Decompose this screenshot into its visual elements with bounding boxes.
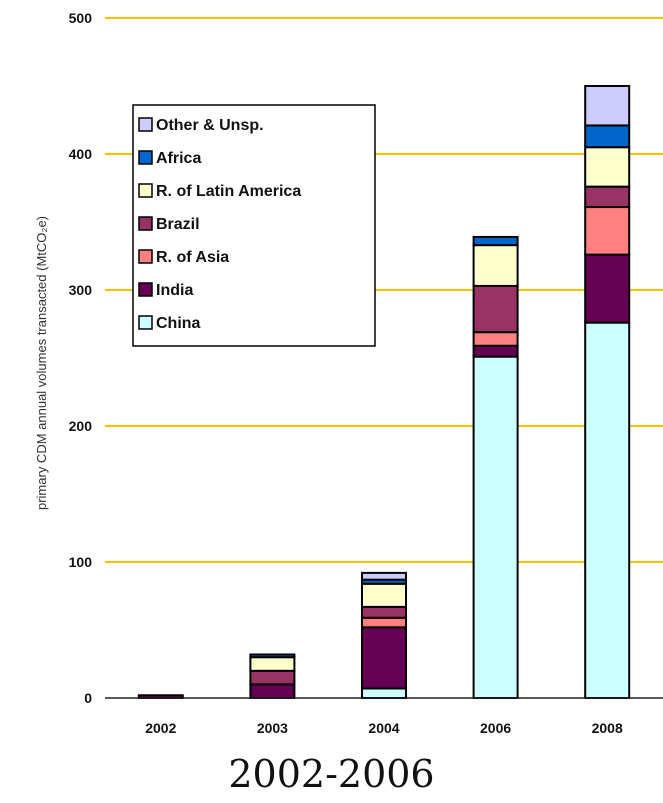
legend-swatch [138, 150, 153, 165]
legend-label: R. of Asia [156, 249, 229, 266]
legend-swatch [138, 249, 153, 264]
bar-segment [361, 616, 407, 629]
y-tick-label: 200 [69, 418, 93, 434]
bar-segment [472, 235, 519, 247]
bar-segment [249, 653, 296, 659]
y-axis: 0 100 200 300 400 500 [69, 10, 93, 706]
bar-segment [472, 344, 519, 358]
legend-label: R. of Latin America [156, 183, 301, 200]
bar-segment [361, 605, 407, 619]
x-tick-label: 2003 [257, 720, 288, 736]
legend-swatch [138, 117, 153, 132]
y-tick-label: 400 [69, 146, 93, 162]
legend-label: Brazil [156, 216, 200, 233]
bar-segment [584, 321, 631, 699]
y-axis-label: primary CDM annual volumes transacted (M… [34, 216, 49, 510]
bar-segment [584, 253, 631, 324]
bar-segment [584, 206, 631, 256]
legend-box [132, 104, 376, 347]
legend: Other & Unsp. Africa R. of Latin America Br… [132, 104, 376, 347]
chart-caption: 2002-2006 [228, 752, 435, 796]
bar-segment [472, 331, 519, 347]
bar-stack-2006 [472, 235, 519, 699]
legend-swatch [138, 315, 153, 330]
legend-label: Other & Unsp. [156, 117, 264, 134]
bar-segment [584, 146, 631, 188]
legend-swatch [138, 282, 153, 297]
bar-segment [584, 85, 631, 127]
legend-swatch [138, 183, 153, 198]
bar-stack-2008 [584, 85, 631, 699]
legend-label: Africa [156, 150, 201, 167]
x-axis: 2002 2003 2004 2006 2008 [105, 697, 663, 736]
x-tick-label: 2002 [145, 720, 176, 736]
legend-swatch [138, 216, 153, 231]
bar-segment [361, 626, 407, 690]
bar-segment [249, 656, 296, 672]
x-tick-label: 2006 [480, 720, 511, 736]
bar-segment [472, 244, 519, 287]
legend-label: India [156, 282, 193, 299]
bar-segment [361, 571, 407, 581]
bar-segment [472, 284, 519, 334]
bar-segment [472, 355, 519, 699]
bar-segment [249, 669, 296, 686]
stacked-bar-chart: 0 100 200 300 400 500 2002 2003 2004 2006 2008 pr… [34, 10, 663, 736]
y-tick-label: 300 [69, 282, 93, 298]
bar-stack-2004 [361, 571, 407, 699]
x-tick-label: 2008 [592, 720, 623, 736]
bar-segment [361, 687, 407, 699]
legend-label: China [156, 315, 201, 332]
x-tick-label: 2004 [368, 720, 399, 736]
bar-segment [584, 185, 631, 209]
y-tick-label: 500 [69, 10, 93, 26]
bar-segment [249, 683, 296, 700]
bars [137, 85, 631, 700]
bar-segment [584, 124, 631, 149]
y-tick-label: 100 [69, 554, 93, 570]
bar-segment [361, 582, 407, 608]
y-tick-label: 0 [84, 690, 92, 706]
bar-stack-2003 [249, 653, 296, 700]
